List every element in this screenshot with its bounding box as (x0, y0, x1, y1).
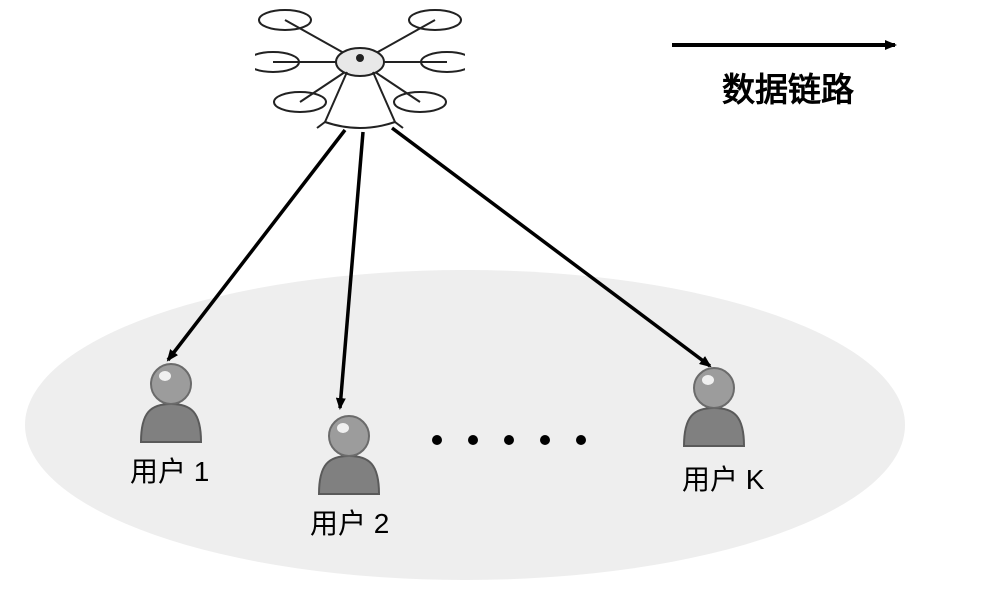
user-1-icon (135, 358, 207, 444)
legend-label: 数据链路 (722, 63, 854, 111)
user-2-icon (313, 410, 385, 496)
ellipsis-dots (432, 435, 586, 445)
drone-icon (255, 0, 465, 140)
user-k-label: 用户 K (682, 458, 764, 498)
diagram-canvas: 数据链路 用户 1 用户 2 用户 K (0, 0, 1000, 608)
user-k-icon (678, 362, 750, 448)
user-2-label: 用户 2 (310, 502, 389, 542)
user-1-label: 用户 1 (130, 450, 209, 490)
